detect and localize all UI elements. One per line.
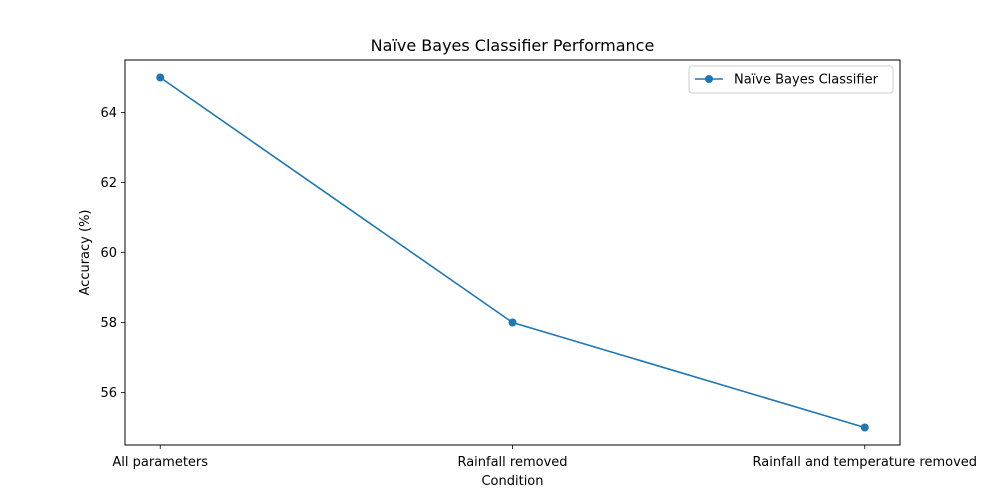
data-point <box>508 318 517 327</box>
legend-label: Naïve Bayes Classifier <box>734 73 879 88</box>
x-tick-label: Rainfall and temperature removed <box>753 455 978 470</box>
y-tick-label: 56 <box>100 386 117 401</box>
legend-box <box>688 65 894 94</box>
x-tick-label: Rainfall removed <box>457 455 567 470</box>
y-tick-label: 58 <box>100 316 117 331</box>
y-tick-label: 62 <box>100 176 117 191</box>
y-axis: 56 58 60 62 64 <box>100 106 125 401</box>
x-axis-label: Condition <box>481 474 543 489</box>
y-tick-label: 60 <box>100 246 117 261</box>
data-point <box>860 423 869 432</box>
legend-marker <box>705 75 713 83</box>
plot-area <box>156 73 869 432</box>
chart-title: Naïve Bayes Classifier Performance <box>371 36 655 55</box>
x-axis: All parameters Rainfall removed Rainfall a… <box>112 445 977 470</box>
y-tick-label: 64 <box>100 106 117 121</box>
legend: Naïve Bayes Classifier <box>688 65 894 94</box>
x-tick-label: All parameters <box>112 455 208 470</box>
data-point <box>156 73 165 82</box>
y-axis-label: Accuracy (%) <box>78 210 93 296</box>
